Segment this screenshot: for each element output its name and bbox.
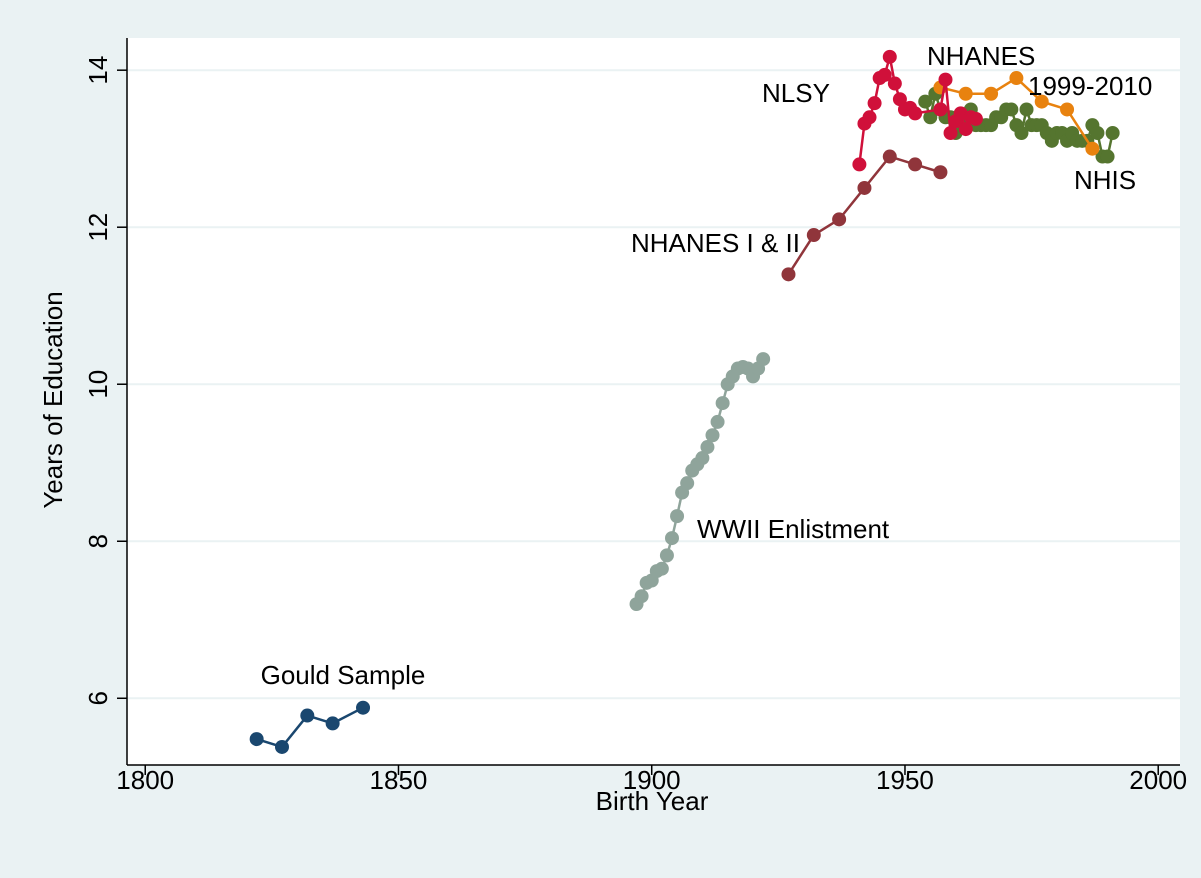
y-tick-label: 10 bbox=[83, 370, 113, 399]
data-point bbox=[274, 739, 289, 754]
series-label: NHANES I & II bbox=[631, 228, 800, 258]
data-point bbox=[882, 49, 897, 64]
y-tick-label: 14 bbox=[83, 56, 113, 85]
data-point bbox=[877, 67, 892, 82]
data-point bbox=[1014, 125, 1029, 140]
data-point bbox=[857, 180, 872, 195]
data-point bbox=[933, 165, 948, 180]
data-point bbox=[832, 212, 847, 227]
data-point bbox=[852, 157, 867, 172]
data-point bbox=[958, 86, 973, 101]
data-point bbox=[664, 531, 679, 546]
data-point bbox=[887, 76, 902, 91]
x-tick-label: 1800 bbox=[116, 765, 174, 795]
data-point bbox=[1060, 102, 1075, 117]
data-point bbox=[1100, 149, 1115, 164]
data-point bbox=[943, 125, 958, 140]
data-point bbox=[659, 548, 674, 563]
series-label: WWII Enlistment bbox=[697, 514, 890, 544]
series-label: NHANES bbox=[927, 41, 1035, 71]
data-point bbox=[862, 110, 877, 125]
data-point bbox=[968, 111, 983, 126]
data-point bbox=[1019, 102, 1034, 117]
x-tick-label: 1900 bbox=[623, 765, 681, 795]
y-tick-label: 6 bbox=[83, 691, 113, 705]
data-point bbox=[756, 352, 771, 367]
data-point bbox=[908, 106, 923, 121]
data-point bbox=[1009, 71, 1024, 86]
data-point bbox=[908, 157, 923, 172]
data-point bbox=[356, 700, 371, 715]
plot-area bbox=[127, 38, 1180, 765]
data-point bbox=[781, 267, 796, 282]
data-point bbox=[806, 228, 821, 243]
data-point bbox=[670, 509, 685, 524]
data-point bbox=[705, 428, 720, 443]
data-point bbox=[1090, 125, 1105, 140]
data-point bbox=[984, 86, 999, 101]
data-point bbox=[958, 122, 973, 137]
data-point bbox=[700, 440, 715, 455]
data-point bbox=[1004, 102, 1019, 117]
data-point bbox=[300, 708, 315, 723]
y-axis-title: Years of Education bbox=[38, 291, 68, 508]
data-point bbox=[933, 102, 948, 117]
data-point bbox=[710, 414, 725, 429]
data-point bbox=[923, 110, 938, 125]
data-point bbox=[249, 732, 264, 747]
data-point bbox=[1105, 125, 1120, 140]
data-point bbox=[882, 149, 897, 164]
data-point bbox=[695, 451, 710, 466]
series-label: Gould Sample bbox=[261, 660, 426, 690]
x-tick-label: 1950 bbox=[876, 765, 934, 795]
data-point bbox=[938, 72, 953, 87]
data-point bbox=[715, 396, 730, 411]
data-point bbox=[325, 716, 340, 731]
x-axis-title: Birth Year bbox=[596, 786, 709, 816]
y-tick-label: 12 bbox=[83, 213, 113, 242]
data-point bbox=[918, 94, 933, 109]
series-label: NHIS bbox=[1074, 165, 1136, 195]
series-label: NLSY bbox=[762, 78, 830, 108]
x-tick-label: 1850 bbox=[370, 765, 428, 795]
data-point bbox=[867, 96, 882, 111]
y-tick-label: 8 bbox=[83, 534, 113, 548]
data-point bbox=[1034, 94, 1049, 109]
data-point bbox=[680, 476, 695, 491]
data-point bbox=[1085, 141, 1100, 156]
data-point bbox=[634, 589, 649, 604]
series-label: 1999-2010 bbox=[1028, 71, 1152, 101]
x-tick-label: 2000 bbox=[1129, 765, 1187, 795]
data-point bbox=[654, 561, 669, 576]
